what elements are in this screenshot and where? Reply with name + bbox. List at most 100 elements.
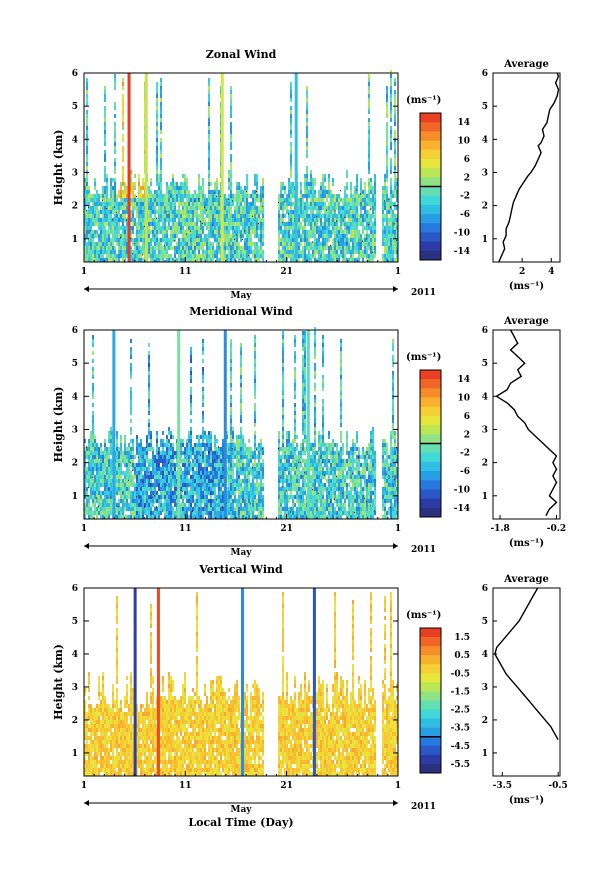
heatmap-cell	[148, 375, 150, 379]
heatmap-cell	[152, 491, 154, 495]
heatmap-cell	[256, 222, 258, 226]
heatmap-cell	[168, 487, 170, 491]
heatmap-cell	[150, 431, 152, 435]
heatmap-cell	[136, 503, 138, 507]
heatmap-cell	[156, 178, 158, 182]
heatmap-cell	[252, 475, 254, 479]
heatmap-cell	[208, 130, 210, 134]
heatmap-cell	[218, 511, 220, 515]
heatmap-cell	[164, 479, 166, 483]
heatmap-cell	[216, 214, 218, 218]
heatmap-cell	[306, 198, 308, 202]
heatmap-cell	[160, 238, 162, 242]
heatmap-cell	[200, 459, 202, 463]
heatmap-cell	[254, 415, 256, 419]
heatmap-cell	[368, 214, 370, 218]
heatmap-cell	[382, 194, 384, 198]
heatmap-cell	[86, 202, 88, 206]
contour-dot	[214, 459, 215, 461]
heatmap-cell	[92, 343, 94, 347]
heatmap-cell	[190, 379, 192, 383]
heatmap-cell	[152, 194, 154, 198]
heatmap-cell	[190, 359, 192, 363]
heatmap-cell	[322, 214, 324, 218]
heatmap-cell	[394, 190, 396, 194]
heatmap-cell	[250, 503, 252, 507]
heatmap-cell	[96, 190, 98, 194]
heatmap-cell	[148, 443, 150, 447]
heatmap-cell	[94, 186, 96, 190]
heatmap-cell	[208, 439, 210, 443]
heatmap-cell	[298, 218, 300, 222]
heatmap-cell	[348, 230, 350, 234]
heatmap-cell	[156, 431, 158, 435]
heatmap-cell	[110, 463, 112, 467]
heatmap-cell	[328, 234, 330, 238]
heatmap-cell	[394, 106, 396, 110]
heatmap-cell	[114, 166, 116, 170]
heatmap-cell	[374, 214, 376, 218]
heatmap-cell	[236, 483, 238, 487]
heatmap-cell	[214, 186, 216, 190]
heatmap-cell	[90, 467, 92, 471]
heatmap-cell	[226, 431, 228, 435]
heatmap-cell	[396, 182, 398, 186]
heatmap-cell	[172, 479, 174, 483]
heatmap-cell	[374, 218, 376, 222]
heatmap-cell	[172, 174, 174, 178]
heatmap-cell	[254, 182, 256, 186]
heatmap-cell	[150, 222, 152, 226]
heatmap-cell	[338, 246, 340, 250]
heatmap-cell	[302, 230, 304, 234]
heatmap-cell	[152, 230, 154, 234]
colorbar-tick-label: -14	[454, 247, 470, 257]
heatmap-cell	[198, 459, 200, 463]
heatmap-cell	[220, 483, 222, 487]
heatmap-cell	[104, 499, 106, 503]
heatmap-cell	[208, 226, 210, 230]
heatmap-cell	[258, 226, 260, 230]
heatmap-cell	[214, 455, 216, 459]
heatmap-cell	[348, 250, 350, 254]
heatmap-cell	[122, 250, 124, 254]
heatmap-cell	[124, 242, 126, 246]
heatmap-cell	[366, 218, 368, 222]
heatmap-cell	[108, 503, 110, 507]
heatmap-cell	[260, 511, 262, 515]
heatmap-cell	[290, 110, 292, 114]
heatmap-cell	[184, 250, 186, 254]
heatmap-cell	[208, 491, 210, 495]
heatmap-cell	[134, 198, 136, 202]
heatmap-cell	[384, 238, 386, 242]
heatmap-cell	[192, 234, 194, 238]
heatmap-cell	[292, 214, 294, 218]
heatmap-cell	[226, 198, 228, 202]
heatmap-cell	[176, 491, 178, 495]
heatmap-cell	[240, 258, 242, 262]
colorbar-band	[420, 195, 441, 206]
heatmap-cell	[174, 246, 176, 250]
heatmap-cell	[244, 487, 246, 491]
heatmap-cell	[212, 463, 214, 467]
heatmap-cell	[100, 495, 102, 499]
heatmap-cell	[100, 491, 102, 495]
heatmap-cell	[118, 475, 120, 479]
heatmap-cell	[114, 134, 116, 138]
heatmap-cell	[110, 182, 112, 186]
heatmap-cell	[390, 114, 392, 118]
heatmap-cell	[94, 483, 96, 487]
heatmap-cell	[342, 234, 344, 238]
heatmap-cell	[234, 491, 236, 495]
heatmap-cell	[232, 455, 234, 459]
heatmap-cell	[308, 246, 310, 250]
heatmap-cell	[134, 471, 136, 475]
heatmap-cell	[244, 475, 246, 479]
heatmap-cell	[132, 214, 134, 218]
heatmap-cell	[108, 451, 110, 455]
y-tick-label: 5	[72, 102, 78, 112]
heatmap-cell	[238, 186, 240, 190]
heatmap-cell	[260, 230, 262, 234]
heatmap-cell	[200, 499, 202, 503]
heatmap-cell	[96, 447, 98, 451]
heatmap-cell	[242, 507, 244, 511]
